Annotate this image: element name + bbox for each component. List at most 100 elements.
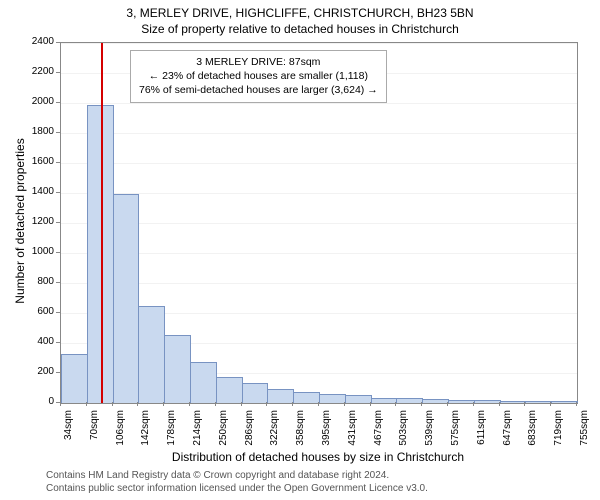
histogram-bar xyxy=(61,354,88,403)
y-tick-label: 200 xyxy=(24,366,54,377)
x-tick-mark xyxy=(370,402,371,406)
x-tick-mark xyxy=(550,402,551,406)
legend-line3: 76% of semi-detached houses are larger (… xyxy=(139,83,378,97)
legend-line2: ← 23% of detached houses are smaller (1,… xyxy=(139,69,378,83)
x-tick-label: 34sqm xyxy=(63,410,74,450)
x-tick-label: 431sqm xyxy=(347,410,358,450)
histogram-bar xyxy=(267,389,294,404)
x-tick-mark xyxy=(189,402,190,406)
x-tick-label: 322sqm xyxy=(269,410,280,450)
histogram-bar xyxy=(422,399,449,403)
x-tick-label: 611sqm xyxy=(476,410,487,450)
x-tick-mark xyxy=(215,402,216,406)
x-tick-label: 214sqm xyxy=(192,410,203,450)
y-tick-mark xyxy=(56,282,60,283)
x-tick-mark xyxy=(499,402,500,406)
x-tick-label: 358sqm xyxy=(295,410,306,450)
chart-title-line1: 3, MERLEY DRIVE, HIGHCLIFFE, CHRISTCHURC… xyxy=(0,0,600,20)
x-tick-label: 286sqm xyxy=(244,410,255,450)
x-tick-mark xyxy=(86,402,87,406)
x-tick-mark xyxy=(137,402,138,406)
x-tick-mark xyxy=(421,402,422,406)
y-tick-mark xyxy=(56,222,60,223)
y-tick-mark xyxy=(56,132,60,133)
y-tick-label: 800 xyxy=(24,276,54,287)
histogram-bar xyxy=(345,395,372,403)
footer-line1: Contains HM Land Registry data © Crown c… xyxy=(46,470,389,481)
y-tick-mark xyxy=(56,42,60,43)
histogram-bar xyxy=(293,392,320,404)
x-tick-mark xyxy=(292,402,293,406)
y-tick-label: 1800 xyxy=(24,126,54,137)
x-tick-label: 575sqm xyxy=(450,410,461,450)
y-tick-mark xyxy=(56,102,60,103)
x-tick-label: 467sqm xyxy=(373,410,384,450)
y-tick-label: 600 xyxy=(24,306,54,317)
x-tick-mark xyxy=(576,402,577,406)
y-tick-label: 1000 xyxy=(24,246,54,257)
legend-line1: 3 MERLEY DRIVE: 87sqm xyxy=(139,55,378,69)
y-tick-mark xyxy=(56,192,60,193)
chart-title-line2: Size of property relative to detached ho… xyxy=(0,20,600,36)
y-tick-label: 0 xyxy=(24,396,54,407)
histogram-bar xyxy=(319,394,346,403)
x-tick-label: 647sqm xyxy=(502,410,513,450)
histogram-bar xyxy=(242,383,269,403)
x-tick-label: 178sqm xyxy=(166,410,177,450)
x-tick-mark xyxy=(473,402,474,406)
histogram-bar xyxy=(396,398,423,403)
x-tick-mark xyxy=(318,402,319,406)
histogram-bar xyxy=(500,401,527,404)
x-tick-mark xyxy=(344,402,345,406)
x-tick-label: 70sqm xyxy=(89,410,100,450)
x-tick-label: 142sqm xyxy=(140,410,151,450)
y-tick-mark xyxy=(56,372,60,373)
histogram-bar xyxy=(138,306,165,403)
x-tick-mark xyxy=(241,402,242,406)
grid-line xyxy=(61,163,577,164)
y-tick-label: 2400 xyxy=(24,36,54,47)
x-tick-mark xyxy=(447,402,448,406)
x-tick-label: 106sqm xyxy=(115,410,126,450)
x-tick-label: 503sqm xyxy=(398,410,409,450)
y-tick-mark xyxy=(56,72,60,73)
x-tick-label: 539sqm xyxy=(424,410,435,450)
y-tick-mark xyxy=(56,252,60,253)
x-tick-mark xyxy=(524,402,525,406)
y-tick-label: 400 xyxy=(24,336,54,347)
x-tick-mark xyxy=(112,402,113,406)
x-tick-mark xyxy=(395,402,396,406)
x-tick-mark xyxy=(60,402,61,406)
histogram-bar xyxy=(474,400,501,403)
x-tick-mark xyxy=(163,402,164,406)
grid-line xyxy=(61,133,577,134)
legend-box: 3 MERLEY DRIVE: 87sqm ← 23% of detached … xyxy=(130,50,387,103)
histogram-bar xyxy=(525,401,552,403)
histogram-bar xyxy=(216,377,243,404)
y-tick-label: 2200 xyxy=(24,66,54,77)
y-tick-label: 1400 xyxy=(24,186,54,197)
x-tick-label: 250sqm xyxy=(218,410,229,450)
histogram-bar xyxy=(371,398,398,404)
x-tick-label: 683sqm xyxy=(527,410,538,450)
x-tick-label: 395sqm xyxy=(321,410,332,450)
histogram-bar xyxy=(113,194,140,404)
y-tick-label: 1600 xyxy=(24,156,54,167)
x-tick-mark xyxy=(266,402,267,406)
grid-line xyxy=(61,43,577,44)
histogram-bar xyxy=(164,335,191,404)
y-tick-label: 2000 xyxy=(24,96,54,107)
x-tick-label: 719sqm xyxy=(553,410,564,450)
x-tick-label: 755sqm xyxy=(579,410,590,450)
histogram-bar xyxy=(551,401,578,403)
y-tick-mark xyxy=(56,342,60,343)
y-tick-mark xyxy=(56,162,60,163)
footer-line2: Contains public sector information licen… xyxy=(46,483,428,494)
histogram-bar xyxy=(448,400,475,403)
histogram-bar xyxy=(190,362,217,404)
x-axis-label: Distribution of detached houses by size … xyxy=(60,450,576,464)
y-tick-label: 1200 xyxy=(24,216,54,227)
grid-line xyxy=(61,103,577,104)
y-tick-mark xyxy=(56,312,60,313)
marker-line xyxy=(101,43,103,403)
